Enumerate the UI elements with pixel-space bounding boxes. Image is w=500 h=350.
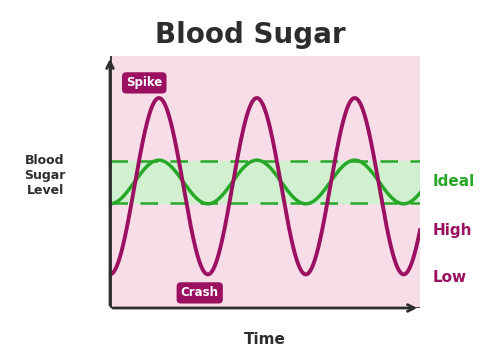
Text: Time: Time [244,331,286,346]
Text: Blood Sugar: Blood Sugar [154,21,346,49]
Text: Spike: Spike [126,76,162,89]
Text: Ideal: Ideal [432,175,474,189]
Bar [110,161,420,203]
Text: Blood
Sugar
Level: Blood Sugar Level [24,154,66,196]
Text: Low: Low [432,270,466,285]
Text: High: High [432,223,472,238]
Text: Crash: Crash [180,286,218,299]
